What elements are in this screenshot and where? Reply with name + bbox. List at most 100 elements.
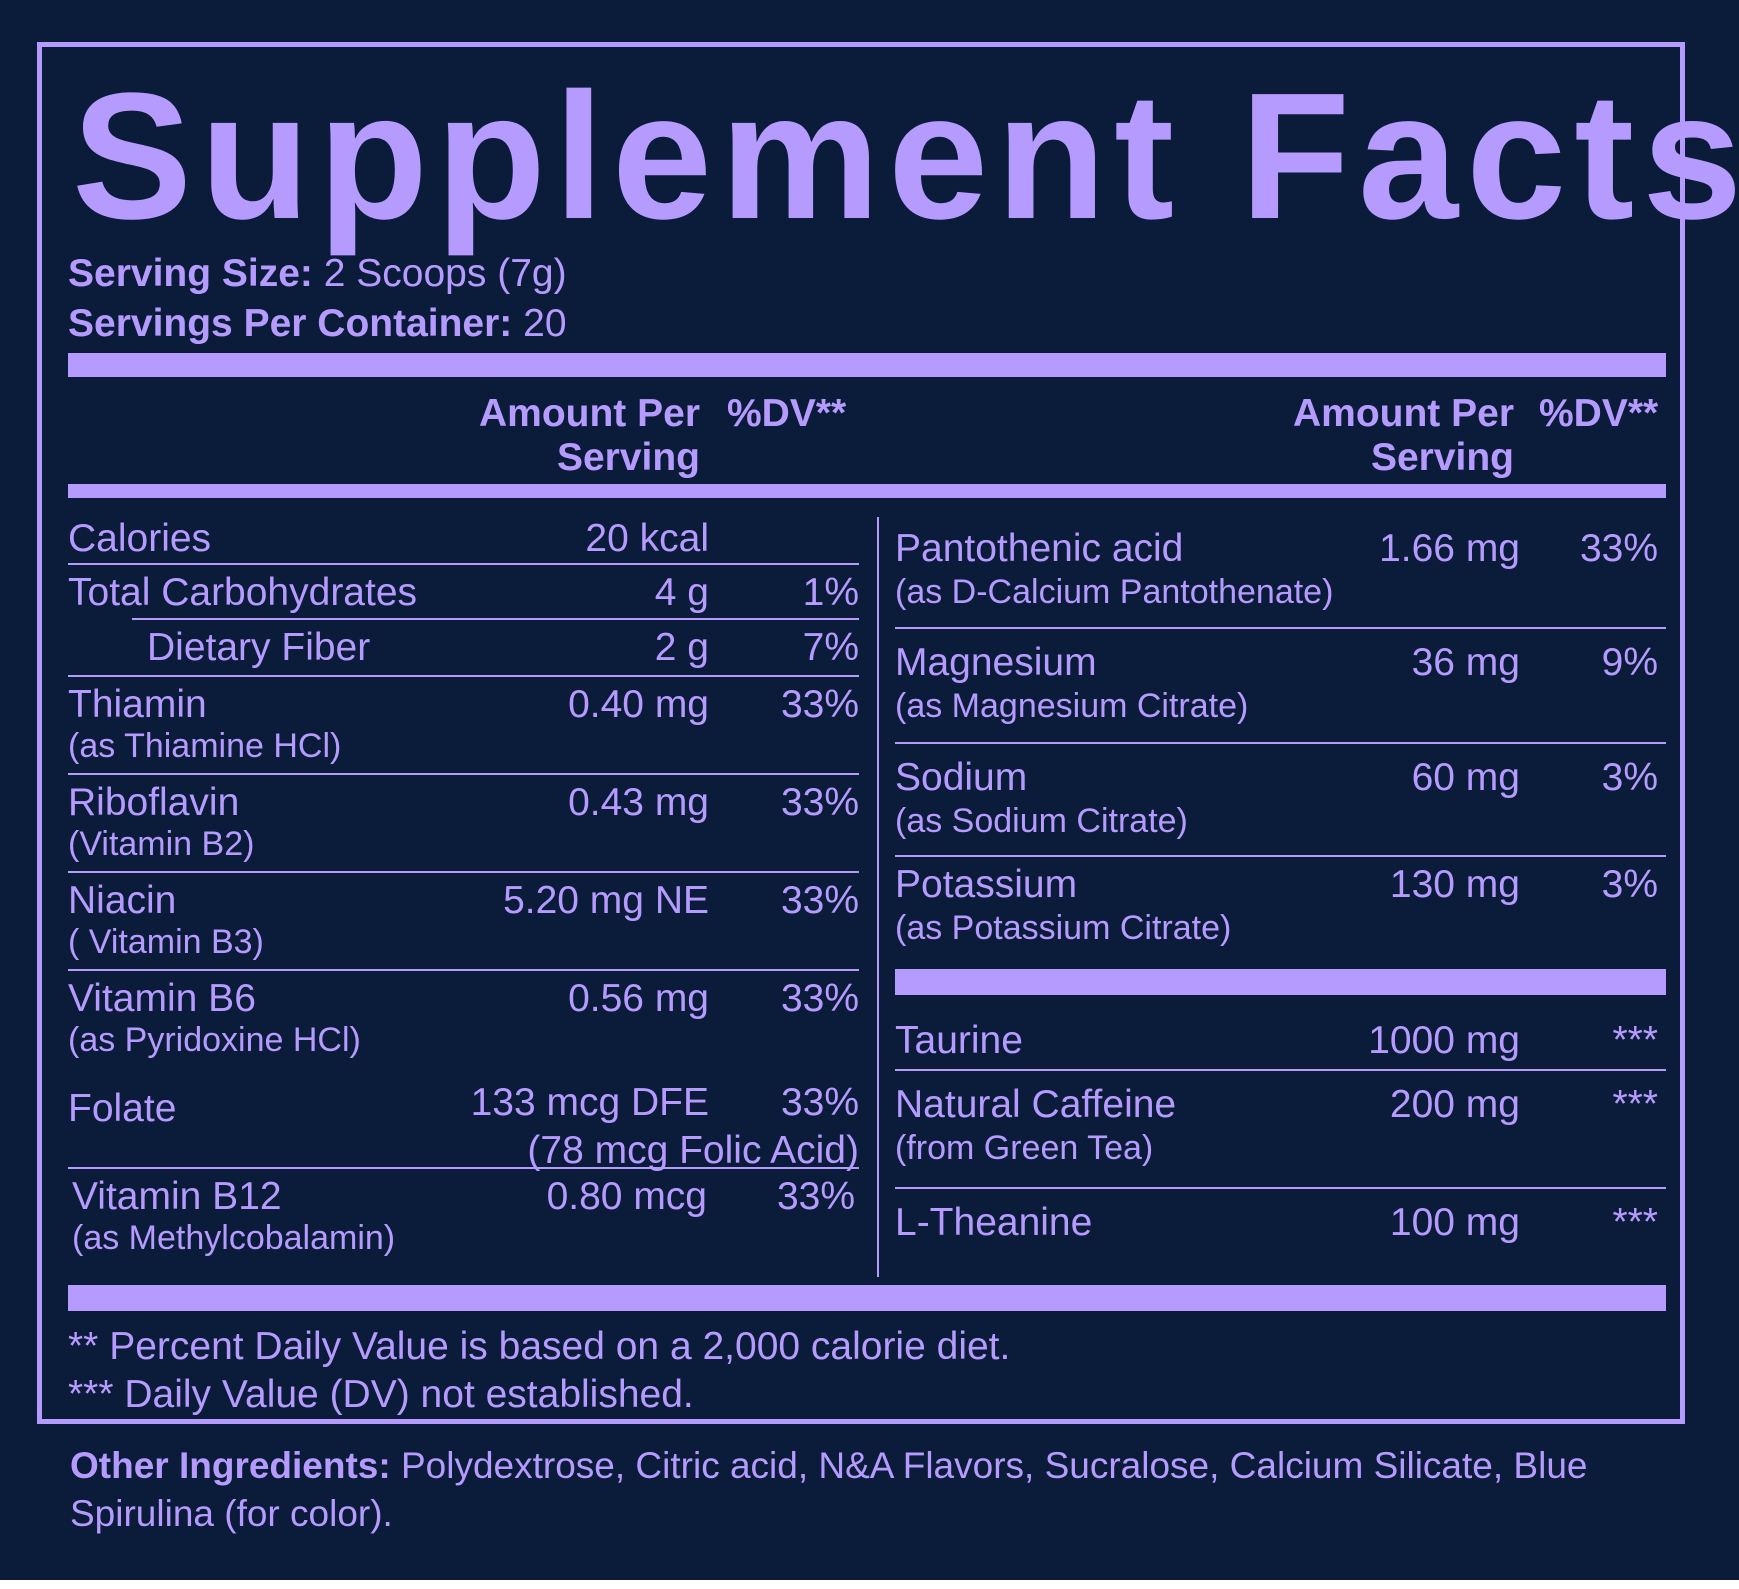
nutrient-dv: *** xyxy=(1612,1019,1658,1062)
nutrient-amount: 4 g xyxy=(654,571,709,614)
servings-per-container-value: 20 xyxy=(512,302,567,345)
nutrient-source: (from Green Tea) xyxy=(895,1129,1154,1167)
nutrient-name: Pantothenic acid xyxy=(895,527,1184,570)
nutrient-row-riboflavin: Riboflavin (Vitamin B2) 0.43 mg 33% xyxy=(68,773,859,871)
nutrient-amount: 130 mg xyxy=(1389,863,1520,906)
facts-panel: Supplement Facts Serving Size: 2 Scoops … xyxy=(37,42,1739,1424)
nutrient-dv: 9% xyxy=(1601,641,1658,684)
other-ingredients: Other Ingredients: Polydextrose, Citric … xyxy=(70,1442,1670,1538)
nutrient-dv: 1% xyxy=(802,571,859,614)
nutrient-source: (as Magnesium Citrate) xyxy=(895,687,1249,725)
nutrient-dv: *** xyxy=(1612,1201,1658,1244)
nutrient-amount-secondary: (78 mcg Folic Acid) xyxy=(527,1129,859,1172)
nutrient-amount: 0.40 mg xyxy=(568,683,709,726)
nutrient-row-sodium: Sodium (as Sodium Citrate) 60 mg 3% xyxy=(895,742,1666,855)
nutrient-source: ( Vitamin B3) xyxy=(68,923,264,961)
serving-size-value: 2 Scoops (7g) xyxy=(312,252,567,295)
servings-per-container-label: Servings Per Container: xyxy=(68,302,513,345)
nutrient-row-folate: Folate 133 mcg DFE (78 mcg Folic Acid) 3… xyxy=(68,1067,859,1172)
page-title: Supplement Facts xyxy=(72,56,1739,257)
nutrient-amount: 1.66 mg xyxy=(1379,527,1520,570)
nutrient-source: (as Methylcobalamin) xyxy=(72,1219,396,1257)
column-divider xyxy=(877,517,879,1277)
nutrient-dv: 33% xyxy=(780,879,859,922)
thick-divider-right xyxy=(895,969,1666,995)
nutrient-row-carbs: Total Carbohydrates 4 g 1% xyxy=(68,563,859,618)
nutrient-row-fiber: Dietary Fiber 2 g 7% xyxy=(132,618,859,675)
right-dv-header: %DV** xyxy=(1539,392,1659,435)
nutrient-source: (as Potassium Citrate) xyxy=(895,909,1232,947)
nutrient-source: (as Thiamine HCl) xyxy=(68,727,342,765)
serving-size: Serving Size: 2 Scoops (7g) xyxy=(68,252,567,296)
thick-divider-header xyxy=(68,484,1666,498)
nutrient-amount: 0.80 mcg xyxy=(546,1175,707,1218)
nutrient-name: Calories xyxy=(68,517,212,560)
nutrient-name: Vitamin B12 xyxy=(72,1175,282,1218)
nutrient-source: (as Sodium Citrate) xyxy=(895,802,1188,840)
nutrient-amount: 60 mg xyxy=(1411,756,1520,799)
nutrient-dv: 33% xyxy=(780,1081,859,1124)
nutrient-row-calories: Calories 20 kcal xyxy=(68,507,859,563)
nutrient-source: (Vitamin B2) xyxy=(68,825,255,863)
nutrient-row-thiamin: Thiamin (as Thiamine HCl) 0.40 mg 33% xyxy=(68,675,859,773)
servings-per-container: Servings Per Container: 20 xyxy=(68,302,567,346)
nutrient-name: Natural Caffeine xyxy=(895,1083,1177,1126)
nutrient-row-b12: Vitamin B12 (as Methylcobalamin) 0.80 mc… xyxy=(68,1167,859,1267)
thick-divider-top xyxy=(68,353,1666,377)
nutrient-name: Magnesium xyxy=(895,641,1097,684)
nutrient-amount: 0.56 mg xyxy=(568,977,709,1020)
nutrient-name: L-Theanine xyxy=(895,1201,1093,1244)
nutrient-name: Vitamin B6 xyxy=(68,977,256,1020)
nutrient-dv: 3% xyxy=(1601,756,1658,799)
serving-size-label: Serving Size: xyxy=(68,252,313,295)
nutrient-amount: 20 kcal xyxy=(585,517,709,560)
nutrient-amount: 200 mg xyxy=(1389,1083,1520,1126)
left-amount-header-line1: Amount Per xyxy=(478,392,700,435)
nutrient-dv: 33% xyxy=(780,781,859,824)
thick-divider-bottom xyxy=(68,1285,1666,1311)
nutrient-dv: 7% xyxy=(802,626,859,669)
nutrient-name: Potassium xyxy=(895,863,1078,906)
nutrient-dv: 33% xyxy=(1579,527,1658,570)
nutrient-amount: 36 mg xyxy=(1411,641,1520,684)
nutrient-amount: 1000 mg xyxy=(1368,1019,1520,1062)
nutrient-row-pantothenic: Pantothenic acid (as D-Calcium Pantothen… xyxy=(895,517,1666,627)
right-amount-header-line1: Amount Per xyxy=(1292,392,1514,435)
nutrient-row-taurine: Taurine 1000 mg *** xyxy=(895,1007,1666,1069)
other-ingredients-text: Polydextrose, Citric acid, N&A Flavors, … xyxy=(70,1445,1588,1534)
nutrient-dv: 33% xyxy=(780,683,859,726)
nutrient-row-b6: Vitamin B6 (as Pyridoxine HCl) 0.56 mg 3… xyxy=(68,969,859,1067)
nutrient-dv: 33% xyxy=(780,977,859,1020)
nutrient-name: Riboflavin xyxy=(68,781,240,824)
footnote-dv: ** Percent Daily Value is based on a 2,0… xyxy=(68,1325,1011,1368)
nutrient-source: (as Pyridoxine HCl) xyxy=(68,1021,361,1059)
nutrient-amount: 5.20 mg NE xyxy=(503,879,709,922)
nutrient-dv: 3% xyxy=(1601,863,1658,906)
left-amount-header-line2: Serving xyxy=(556,436,700,479)
nutrient-row-niacin: Niacin ( Vitamin B3) 5.20 mg NE 33% xyxy=(68,871,859,969)
nutrient-row-magnesium: Magnesium (as Magnesium Citrate) 36 mg 9… xyxy=(895,627,1666,742)
other-ingredients-label: Other Ingredients: xyxy=(70,1445,391,1486)
nutrient-row-theanine: L-Theanine 100 mg *** xyxy=(895,1187,1666,1267)
nutrient-dv: 33% xyxy=(776,1175,855,1218)
nutrient-name: Thiamin xyxy=(68,683,207,726)
nutrient-row-potassium: Potassium (as Potassium Citrate) 130 mg … xyxy=(895,855,1666,955)
nutrient-name: Folate xyxy=(68,1087,177,1130)
nutrient-name: Taurine xyxy=(895,1019,1023,1062)
nutrient-name: Total Carbohydrates xyxy=(68,571,418,614)
left-amount-header: Amount Per Serving xyxy=(382,392,700,480)
nutrient-source: (as D-Calcium Pantothenate) xyxy=(895,573,1334,611)
nutrient-amount: 133 mcg DFE xyxy=(470,1081,709,1124)
nutrient-row-caffeine: Natural Caffeine (from Green Tea) 200 mg… xyxy=(895,1069,1666,1187)
nutrient-amount: 100 mg xyxy=(1389,1201,1520,1244)
nutrient-dv: *** xyxy=(1612,1083,1658,1126)
nutrient-name: Niacin xyxy=(68,879,177,922)
footnote-not-established: *** Daily Value (DV) not established. xyxy=(68,1373,694,1416)
nutrient-amount: 0.43 mg xyxy=(568,781,709,824)
nutrient-amount: 2 g xyxy=(654,626,709,669)
nutrient-name: Dietary Fiber xyxy=(147,626,371,669)
nutrient-name: Sodium xyxy=(895,756,1028,799)
left-dv-header: %DV** xyxy=(727,392,847,435)
right-amount-header: Amount Per Serving xyxy=(1196,392,1514,480)
